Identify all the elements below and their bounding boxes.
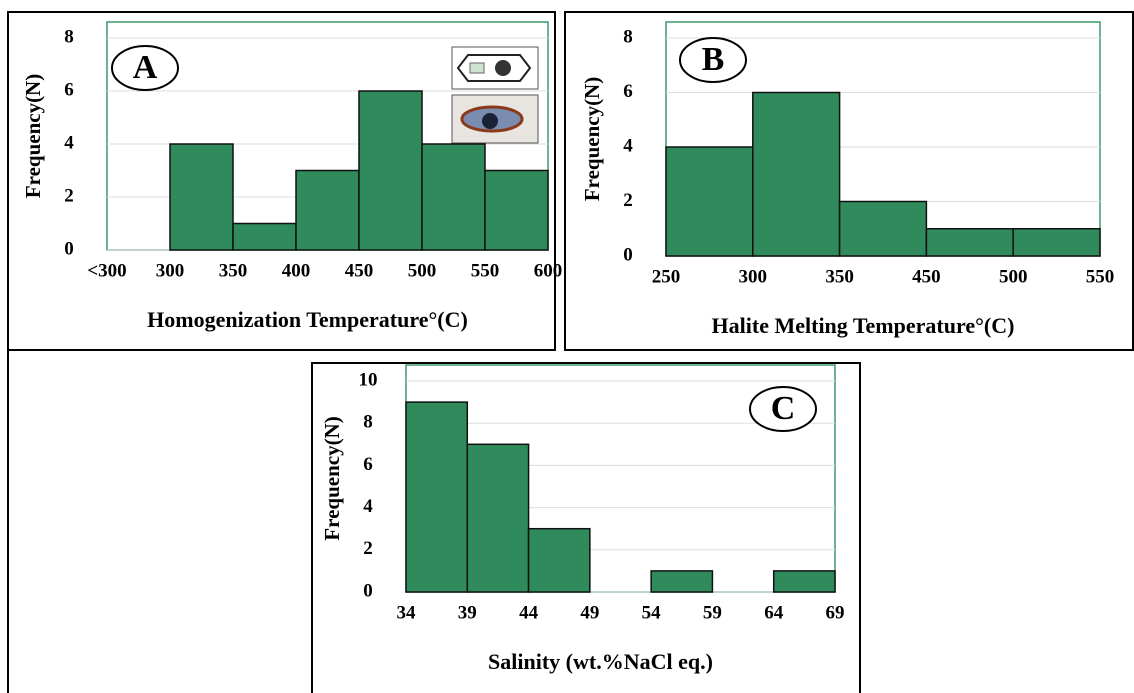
x-tick-label: 600 [534, 260, 563, 281]
x-tick-label: 64 [764, 602, 784, 623]
y-tick-label: 4 [623, 135, 633, 156]
panel-frame [564, 11, 1134, 351]
bar [925, 228, 1014, 257]
x-tick-label: 49 [580, 602, 599, 623]
y-tick-label: 4 [64, 132, 74, 153]
x-tick-label: 300 [739, 266, 768, 287]
bar [421, 143, 486, 251]
x-tick-label: <300 [87, 260, 126, 281]
bar [1012, 228, 1101, 257]
x-tick-label: 44 [519, 602, 539, 623]
x-tick-label: 450 [345, 260, 374, 281]
panel-label: B [702, 41, 725, 78]
bar [838, 200, 928, 257]
panel-label: A [133, 49, 158, 86]
bar [358, 90, 423, 251]
y-tick-label: 6 [363, 454, 373, 475]
panel-label: C [771, 390, 796, 427]
panel-frame [7, 11, 556, 351]
y-tick-label: 8 [623, 26, 633, 47]
bar [295, 169, 360, 251]
inclusion-icon [451, 46, 539, 144]
y-axis-label: Frequency(N) [580, 77, 604, 201]
bar [650, 570, 714, 593]
x-tick-label: 400 [282, 260, 311, 281]
panel-badge [111, 45, 179, 91]
x-tick-label: 350 [825, 266, 854, 287]
bar [466, 443, 530, 593]
x-tick-label: 250 [652, 266, 681, 287]
x-tick-label: 39 [458, 602, 477, 623]
bar [232, 222, 297, 251]
bar [665, 146, 754, 257]
y-tick-label: 6 [64, 79, 74, 100]
y-axis-label: Frequency(N) [320, 416, 344, 540]
y-tick-label: 10 [359, 369, 378, 390]
x-axis-label: Halite Melting Temperature°(C) [712, 313, 1015, 338]
x-tick-label: 59 [703, 602, 722, 623]
x-tick-label: 34 [397, 602, 417, 623]
bar [484, 169, 549, 251]
panel-frame [311, 362, 861, 693]
x-tick-label: 500 [408, 260, 437, 281]
x-tick-label: 69 [826, 602, 845, 623]
x-tick-label: 300 [156, 260, 185, 281]
y-tick-label: 8 [64, 26, 74, 47]
y-tick-label: 2 [363, 538, 373, 559]
y-axis-label: Frequency(N) [21, 74, 45, 198]
y-tick-label: 2 [64, 185, 74, 206]
panel-badge [749, 386, 817, 432]
y-tick-label: 6 [623, 81, 633, 102]
x-axis-label: Homogenization Temperature°(C) [147, 307, 468, 332]
x-tick-label: 54 [642, 602, 662, 623]
panel-badge [679, 37, 747, 83]
x-tick-label: 500 [999, 266, 1028, 287]
x-axis-label: Salinity (wt.%NaCl eq.) [488, 649, 713, 674]
bar [405, 401, 469, 593]
x-tick-label: 550 [1086, 266, 1115, 287]
bar [772, 570, 836, 593]
y-tick-label: 0 [64, 238, 74, 259]
x-tick-label: 450 [912, 266, 941, 287]
bar [752, 91, 841, 257]
x-tick-label: 550 [471, 260, 500, 281]
bar [169, 143, 234, 251]
bar [527, 527, 591, 593]
y-tick-label: 8 [363, 412, 373, 433]
y-tick-label: 4 [363, 496, 373, 517]
x-tick-label: 350 [219, 260, 248, 281]
y-tick-label: 2 [623, 190, 633, 211]
y-tick-label: 0 [623, 244, 633, 265]
y-tick-label: 0 [363, 580, 373, 601]
